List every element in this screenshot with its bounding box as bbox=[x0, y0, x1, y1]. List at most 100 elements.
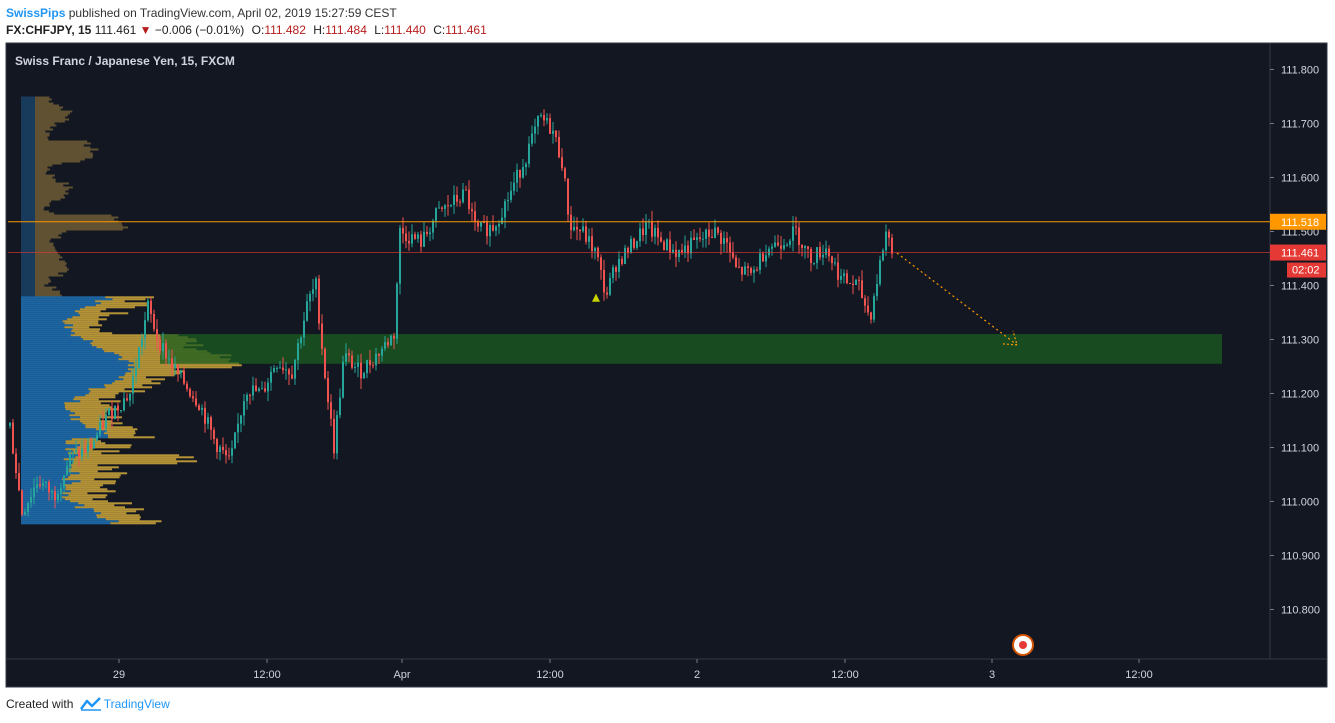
volume-profile-bar-buy bbox=[21, 418, 71, 421]
candle-body bbox=[324, 348, 326, 378]
candle-body bbox=[732, 252, 734, 258]
volume-profile-bar-buy bbox=[21, 438, 72, 441]
volume-profile-bar-buy bbox=[21, 444, 80, 447]
author-link[interactable]: SwissPips bbox=[6, 6, 66, 20]
volume-profile-bar-sell bbox=[68, 494, 108, 497]
volume-profile-bar-buy bbox=[21, 386, 106, 389]
volume-profile-bar-buy bbox=[21, 322, 65, 325]
volume-profile-bar-buy bbox=[21, 466, 72, 469]
volume-profile-bar-upper bbox=[35, 212, 55, 215]
volume-profile-bar-buy bbox=[21, 318, 68, 321]
volume-profile-bar-buy bbox=[21, 340, 93, 343]
volume-profile-bar-sell bbox=[80, 480, 116, 483]
volume-profile-bar-sell bbox=[85, 394, 116, 397]
candle-body bbox=[348, 353, 350, 356]
candle-body bbox=[855, 279, 857, 285]
candle-body bbox=[153, 314, 155, 330]
volume-profile-bar-sell bbox=[134, 366, 232, 369]
candle-body bbox=[642, 228, 644, 235]
candle-body bbox=[441, 207, 443, 209]
candle-body bbox=[768, 248, 770, 256]
volume-profile-bar-buy bbox=[21, 458, 64, 461]
high-value: 111.484 bbox=[325, 23, 367, 37]
volume-profile-bar-buy bbox=[21, 398, 74, 401]
candle-body bbox=[816, 247, 818, 263]
candle-body bbox=[750, 267, 752, 273]
candle-body bbox=[591, 236, 593, 252]
tradingview-link[interactable]: TradingView bbox=[103, 697, 170, 711]
price-axis[interactable] bbox=[1269, 42, 1328, 660]
candle-body bbox=[678, 249, 680, 257]
volume-profile-bar-upper bbox=[35, 98, 52, 101]
tradingview-logo-icon bbox=[79, 697, 101, 711]
candle-body bbox=[786, 244, 788, 246]
candle-body bbox=[522, 167, 524, 178]
volume-profile-bar-buy bbox=[21, 498, 65, 501]
volume-profile-bar-sell bbox=[80, 308, 107, 311]
volume-profile-bar-sell bbox=[64, 322, 99, 325]
candle-body bbox=[375, 353, 377, 366]
volume-profile-bar-upper bbox=[35, 218, 115, 221]
volume-profile-bar-buy bbox=[21, 518, 106, 521]
volume-profile-bar-sell bbox=[103, 432, 136, 435]
volume-profile-bar-buy bbox=[21, 478, 63, 481]
volume-profile-bar-buy bbox=[21, 402, 65, 405]
candle-body bbox=[213, 429, 215, 440]
volume-profile-bar-sell bbox=[79, 444, 132, 447]
candle-body bbox=[87, 443, 89, 453]
candle-body bbox=[672, 249, 674, 253]
candle-body bbox=[651, 221, 653, 237]
candle-body bbox=[564, 168, 566, 179]
candle-body bbox=[462, 189, 464, 203]
volume-profile-bar-sell bbox=[70, 490, 116, 493]
volume-profile-bar-upper bbox=[35, 242, 54, 245]
volume-profile-bar-upper bbox=[35, 286, 57, 289]
candle-body bbox=[501, 217, 503, 224]
candle-body bbox=[609, 277, 611, 295]
high-label: H: bbox=[313, 23, 326, 37]
candle-body bbox=[576, 226, 578, 230]
volume-profile-bar-upper bbox=[35, 222, 122, 225]
volume-profile-bar-upper bbox=[35, 290, 61, 293]
candle-body bbox=[111, 408, 113, 420]
volume-profile-bar-buy bbox=[21, 350, 105, 353]
candle-body bbox=[615, 267, 617, 272]
last-price-value: 111.461 bbox=[94, 23, 137, 37]
candle-body bbox=[234, 432, 236, 449]
volume-profile-bar-sell bbox=[100, 302, 147, 305]
candle-body bbox=[27, 502, 29, 512]
candle-body bbox=[384, 342, 386, 349]
candle-body bbox=[84, 448, 86, 453]
volume-profile-bar-sell bbox=[131, 370, 184, 373]
candle-body bbox=[669, 239, 671, 253]
volume-profile-bar-buy bbox=[21, 298, 113, 301]
candle-body bbox=[474, 211, 476, 223]
candle-body bbox=[372, 365, 374, 367]
volume-profile-bar-upper bbox=[35, 136, 48, 139]
volume-profile-bar-upper bbox=[35, 170, 47, 173]
candle-body bbox=[720, 232, 722, 244]
candle-body bbox=[243, 401, 245, 416]
record-icon-dot bbox=[1019, 641, 1027, 649]
volume-profile-bar-upper bbox=[35, 256, 63, 259]
volume-profile-bar-upper bbox=[35, 282, 49, 285]
candle-body bbox=[837, 262, 839, 280]
volume-profile-bar-sell bbox=[107, 434, 134, 437]
created-with-label: Created with bbox=[6, 697, 74, 711]
resistance-price-badge bbox=[1270, 213, 1326, 230]
candle-body bbox=[429, 232, 431, 235]
volume-profile-bar-upper bbox=[35, 184, 64, 187]
volume-profile-bar-upper bbox=[35, 224, 123, 227]
volume-profile-bar-sell bbox=[88, 388, 125, 391]
candle-body bbox=[759, 253, 761, 271]
candle-body bbox=[726, 238, 728, 243]
volume-profile-bar-sell bbox=[80, 400, 121, 403]
candle-body bbox=[612, 267, 614, 278]
record-icon[interactable] bbox=[1012, 634, 1034, 656]
candle-body bbox=[714, 227, 716, 239]
time-axis[interactable] bbox=[5, 658, 1328, 688]
volume-profile-bar-upper bbox=[35, 150, 91, 153]
candle-body bbox=[408, 240, 410, 244]
candle-body bbox=[36, 484, 38, 488]
